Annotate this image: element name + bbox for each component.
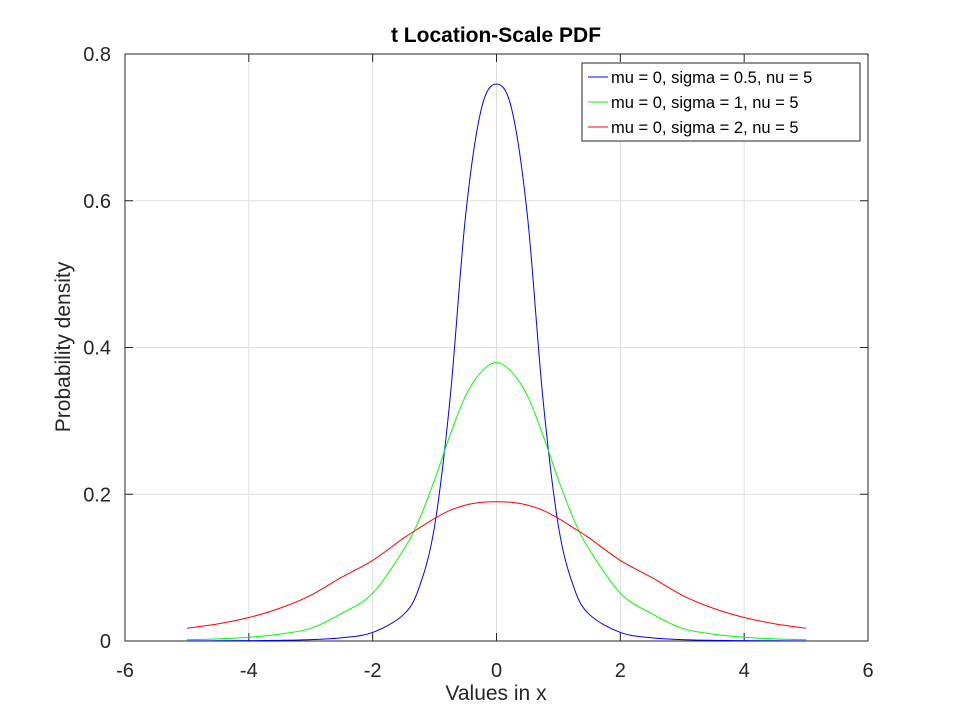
x-tick-label: 4 — [739, 660, 750, 682]
series-lines — [186, 83, 807, 642]
y-tick-label: 0 — [100, 631, 111, 653]
legend-label-1: mu = 0, sigma = 0.5, nu = 5 — [611, 69, 812, 87]
x-axis-label: Values in x — [445, 682, 547, 705]
x-tick-label: 2 — [615, 660, 626, 682]
tick-labels: -6 -4 -2 0 2 4 6 0 0.2 0.4 0.6 0.8 — [83, 44, 873, 682]
x-tick-label: 6 — [862, 660, 873, 682]
x-tick-label: -2 — [364, 660, 382, 682]
x-tick-label: -6 — [116, 660, 134, 682]
y-axis-label: Probability density — [52, 261, 75, 432]
legend: mu = 0, sigma = 0.5, nu = 5 mu = 0, sigma… — [581, 62, 861, 142]
y-tick-label: 0.6 — [83, 191, 111, 213]
y-tick-label: 0.4 — [83, 338, 111, 360]
y-tick-label: 0.8 — [83, 44, 111, 66]
series-line-3 — [186, 501, 807, 629]
series-line-1 — [186, 83, 807, 642]
x-tick-label: 0 — [491, 660, 502, 682]
legend-box — [581, 62, 861, 142]
legend-label-3: mu = 0, sigma = 2, nu = 5 — [611, 119, 799, 137]
axis-ticks — [124, 53, 869, 642]
legend-label-2: mu = 0, sigma = 1, nu = 5 — [611, 94, 799, 112]
chart-title: t Location-Scale PDF — [391, 24, 601, 47]
y-tick-label: 0.2 — [83, 484, 111, 506]
x-tick-label: -4 — [240, 660, 258, 682]
series-line-2 — [186, 361, 807, 641]
